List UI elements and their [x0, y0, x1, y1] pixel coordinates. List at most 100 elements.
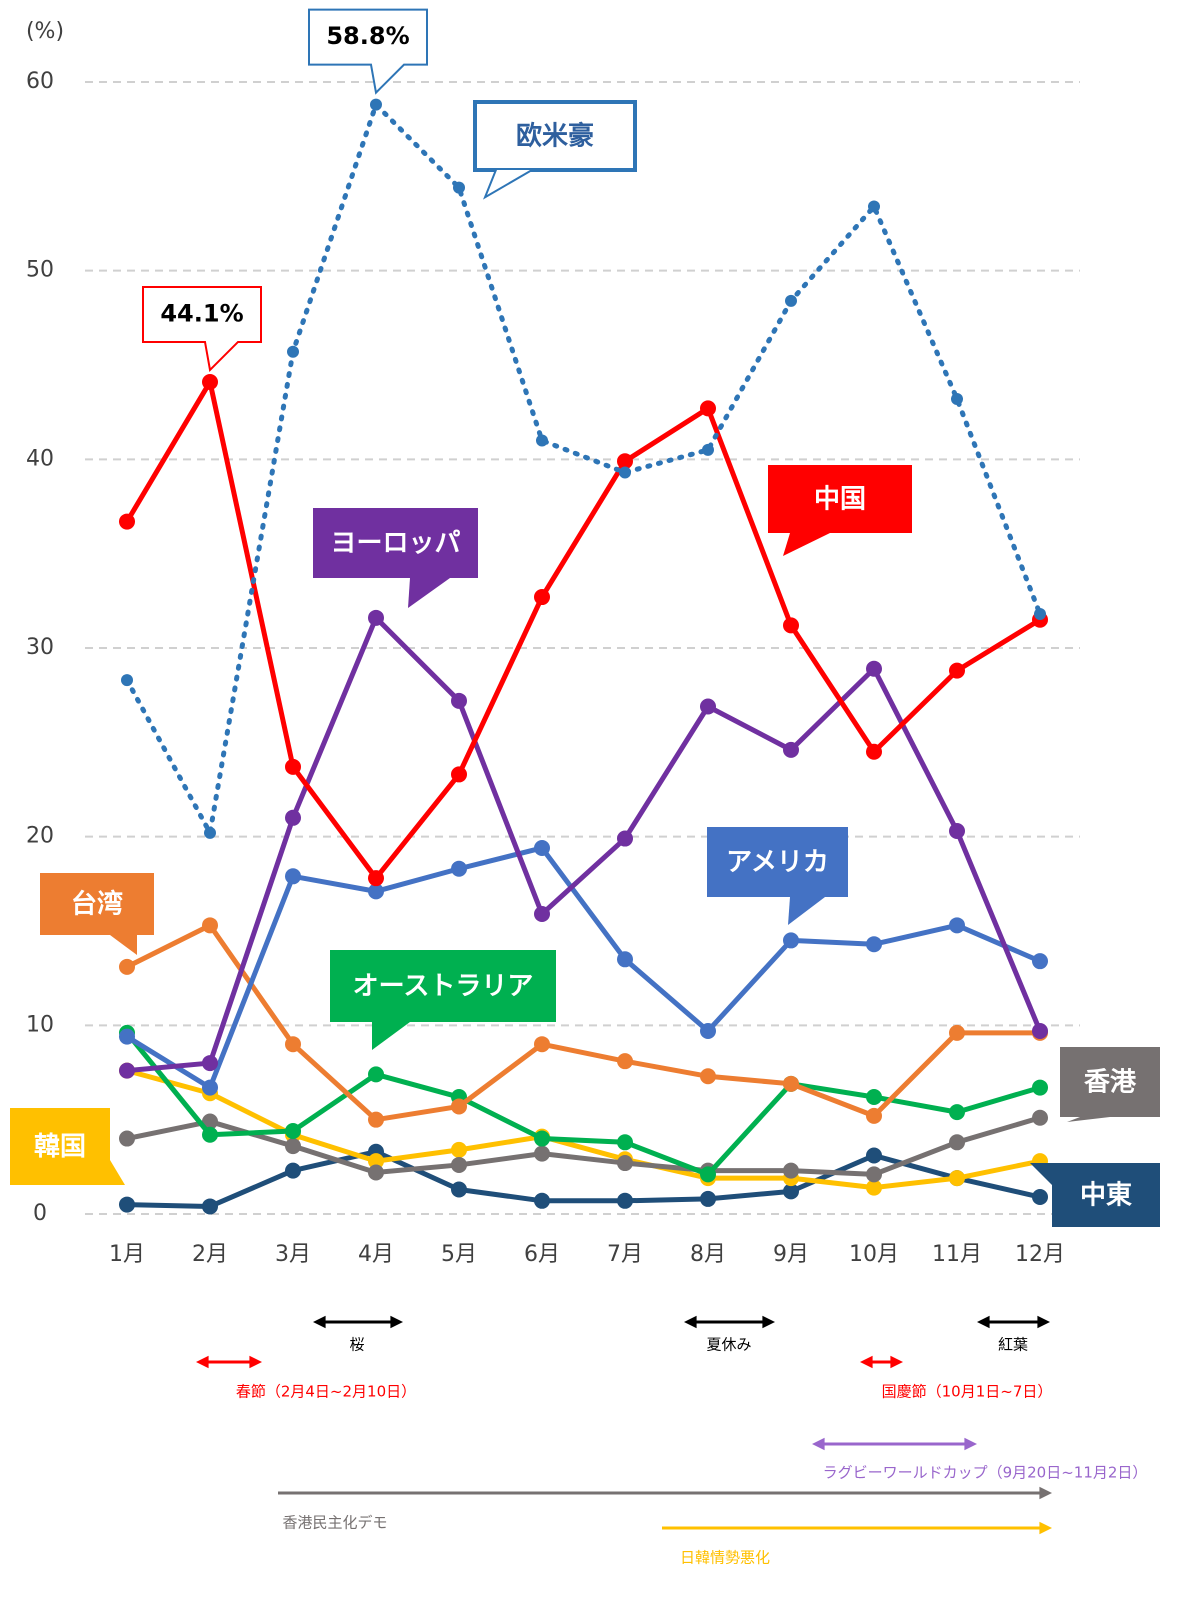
legend-box	[473, 100, 637, 172]
point	[783, 932, 799, 949]
arrow-head	[1037, 1315, 1050, 1329]
point	[700, 698, 716, 715]
point	[119, 1196, 135, 1213]
arrow-head	[196, 1355, 209, 1369]
series-line	[124, 1115, 1043, 1177]
point	[368, 609, 384, 626]
point	[534, 1130, 550, 1147]
legend-label: 中国	[814, 485, 866, 515]
point	[119, 1028, 135, 1045]
event-label: 春節（2月4日~2月10日）	[236, 1383, 416, 1401]
point	[700, 1166, 716, 1183]
event-label: ラグビーワールドカップ（9月20日~11月2日）	[823, 1464, 1148, 1482]
point	[866, 1107, 882, 1124]
legend-label: 欧米豪	[516, 121, 594, 152]
arrow-head	[249, 1355, 262, 1369]
point	[951, 392, 963, 405]
point	[866, 743, 882, 760]
y-tick-label: 50	[26, 258, 54, 283]
point	[368, 1111, 384, 1128]
series-line	[124, 102, 1043, 836]
point	[619, 466, 631, 479]
x-tick-label: 4月	[358, 1242, 394, 1267]
point	[534, 1145, 550, 1162]
legend-pointer	[1030, 1163, 1052, 1185]
point	[868, 200, 880, 213]
arrow-head	[684, 1315, 697, 1329]
point	[202, 1079, 218, 1096]
value-label: 44.1%	[160, 299, 243, 327]
legend-label: 韓国	[34, 1132, 86, 1162]
point	[949, 1104, 965, 1121]
x-tick-label: 8月	[690, 1242, 726, 1267]
point	[202, 1113, 218, 1130]
y-tick-label: 60	[26, 69, 54, 94]
series-line	[124, 379, 1043, 881]
event-label: 国慶節（10月1日~7日）	[882, 1383, 1053, 1401]
legend-pointer	[1067, 1117, 1110, 1122]
point	[949, 1134, 965, 1151]
point	[368, 1066, 384, 1083]
point	[949, 917, 965, 934]
point	[119, 1062, 135, 1079]
series-line	[124, 615, 1043, 1074]
legend-label: 中東	[1080, 1181, 1132, 1211]
point	[1032, 1022, 1048, 1039]
point	[285, 868, 301, 885]
legend-box	[768, 465, 912, 533]
arrow-head	[313, 1315, 326, 1329]
point	[202, 373, 218, 390]
point	[866, 936, 882, 953]
point	[949, 662, 965, 679]
x-tick-label: 1月	[109, 1242, 145, 1267]
point	[783, 1075, 799, 1092]
point	[285, 1036, 301, 1053]
x-tick-label: 3月	[275, 1242, 311, 1267]
event-label: 日韓情勢悪化	[680, 1549, 770, 1567]
point	[866, 1089, 882, 1106]
point	[783, 741, 799, 758]
event-label: 桜	[349, 1336, 364, 1354]
legend-label: オーストラリア	[353, 972, 534, 1002]
point	[119, 1130, 135, 1147]
point	[368, 1164, 384, 1181]
point	[617, 1192, 633, 1209]
point	[451, 1156, 467, 1173]
point	[700, 400, 716, 417]
point	[285, 1138, 301, 1155]
y-tick-label: 0	[33, 1201, 47, 1226]
point	[451, 1181, 467, 1198]
point	[119, 958, 135, 975]
callout-box	[308, 8, 428, 95]
point	[617, 453, 633, 470]
value-label: 58.8%	[326, 22, 409, 50]
point	[202, 1055, 218, 1072]
legend-pointer	[408, 578, 450, 608]
point	[700, 1068, 716, 1085]
point	[534, 839, 550, 856]
point	[783, 1162, 799, 1179]
legend-pointer	[372, 1022, 410, 1050]
y-tick-label: 30	[26, 635, 54, 660]
arrow-head	[1039, 1486, 1052, 1500]
legend-box	[707, 827, 848, 897]
point	[451, 692, 467, 709]
point	[285, 809, 301, 826]
point	[368, 1153, 384, 1170]
y-unit: (%)	[26, 19, 64, 44]
legend-pointer	[788, 897, 825, 925]
point	[700, 1190, 716, 1207]
point	[617, 951, 633, 968]
point	[1034, 608, 1046, 621]
point	[534, 1036, 550, 1053]
legend-label: 台湾	[71, 889, 123, 920]
point	[702, 443, 714, 456]
point	[534, 1192, 550, 1209]
point	[202, 1198, 218, 1215]
event-label: 香港民主化デモ	[282, 1514, 387, 1532]
point	[536, 434, 548, 447]
point	[451, 1098, 467, 1115]
point	[453, 181, 465, 194]
point	[949, 1024, 965, 1041]
